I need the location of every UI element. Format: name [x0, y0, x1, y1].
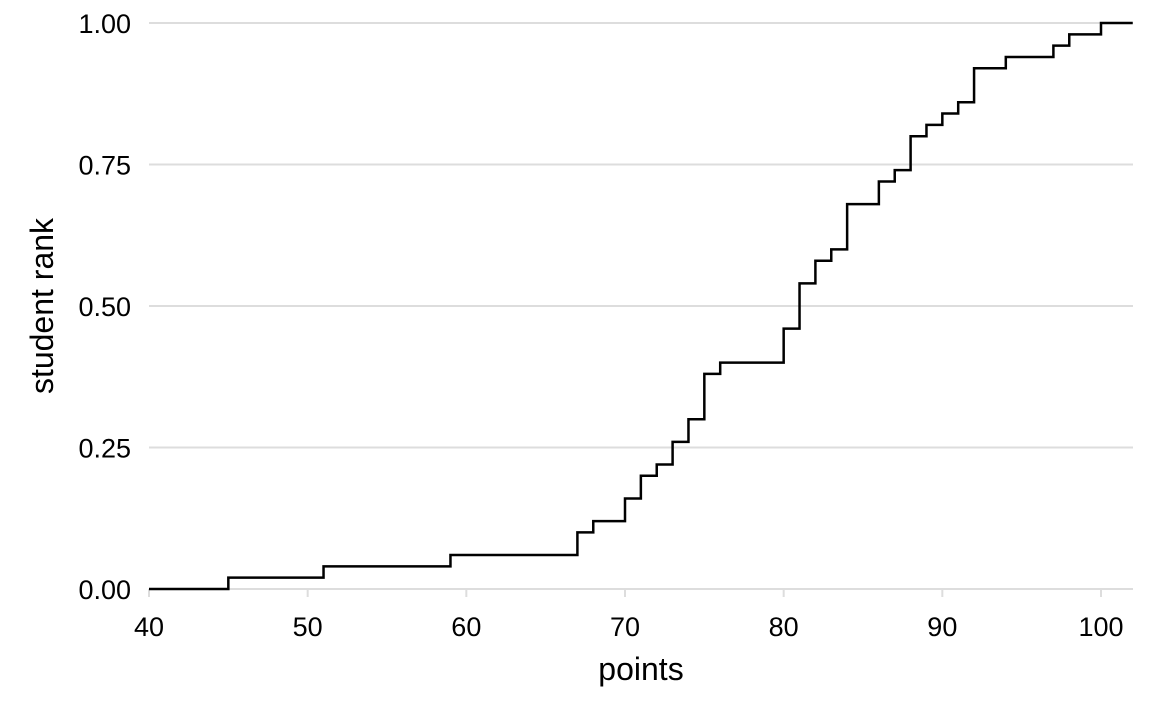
x-tick-label: 90: [927, 612, 957, 642]
y-tick-label: 0.25: [78, 434, 131, 464]
y-tick-label: 0.75: [78, 151, 131, 181]
y-tick-label: 0.50: [78, 292, 131, 322]
x-tick-label: 70: [610, 612, 640, 642]
x-axis-title: points: [598, 651, 683, 687]
x-axis-tick-labels: 40 50 60 70 80 90 100: [134, 612, 1124, 642]
y-tick-label: 0.00: [78, 575, 131, 605]
x-tick-label: 80: [769, 612, 799, 642]
ecdf-step-line: [149, 21, 1133, 591]
gridlines: [149, 22, 1133, 590]
y-axis-title: student rank: [24, 217, 60, 394]
x-tick-label: 50: [293, 612, 323, 642]
x-axis-ticks: [148, 589, 1102, 597]
x-tick-label: 40: [134, 612, 164, 642]
y-axis-tick-labels: 0.00 0.25 0.50 0.75 1.00: [78, 9, 131, 605]
y-tick-label: 1.00: [78, 9, 131, 39]
x-tick-label: 100: [1078, 612, 1123, 642]
plot-area: [149, 21, 1133, 591]
x-tick-label: 60: [451, 612, 481, 642]
